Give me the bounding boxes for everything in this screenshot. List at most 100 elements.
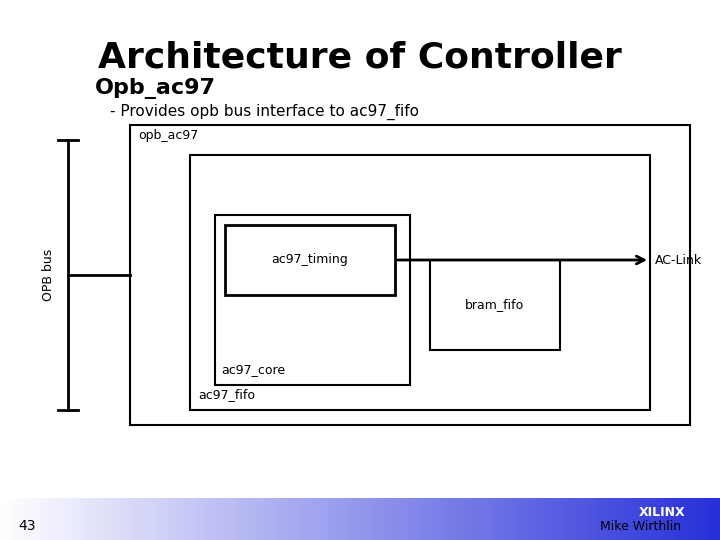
Bar bbox=[655, 498, 660, 540]
Bar bbox=[176, 498, 181, 540]
Bar bbox=[601, 498, 606, 540]
Bar bbox=[225, 225, 395, 295]
Bar bbox=[288, 498, 292, 540]
Bar bbox=[58, 498, 62, 540]
Text: Mike Wirthlin: Mike Wirthlin bbox=[600, 519, 681, 532]
Bar bbox=[234, 498, 238, 540]
Bar bbox=[367, 498, 372, 540]
Bar bbox=[418, 498, 422, 540]
Bar bbox=[576, 498, 580, 540]
Bar bbox=[216, 498, 220, 540]
Bar bbox=[551, 498, 555, 540]
Bar bbox=[295, 498, 300, 540]
Bar bbox=[86, 498, 91, 540]
Bar bbox=[616, 498, 620, 540]
Bar bbox=[374, 498, 379, 540]
Text: Architecture of Controller: Architecture of Controller bbox=[98, 40, 622, 74]
Text: ac97_fifo: ac97_fifo bbox=[198, 388, 255, 401]
Bar bbox=[430, 260, 560, 350]
Bar bbox=[90, 498, 94, 540]
Bar bbox=[65, 498, 69, 540]
Bar bbox=[43, 498, 48, 540]
Bar bbox=[263, 498, 267, 540]
Bar bbox=[97, 498, 102, 540]
Bar bbox=[130, 498, 134, 540]
Bar bbox=[40, 498, 44, 540]
Bar bbox=[490, 498, 494, 540]
Bar bbox=[223, 498, 228, 540]
Bar bbox=[695, 498, 699, 540]
Bar bbox=[166, 498, 170, 540]
Bar bbox=[227, 498, 231, 540]
Bar bbox=[421, 498, 426, 540]
Bar bbox=[389, 498, 393, 540]
Bar bbox=[187, 498, 192, 540]
Bar bbox=[184, 498, 188, 540]
Bar bbox=[79, 498, 84, 540]
Bar bbox=[619, 498, 624, 540]
Bar bbox=[691, 498, 696, 540]
Bar bbox=[364, 498, 368, 540]
Bar bbox=[238, 498, 242, 540]
Bar bbox=[205, 498, 210, 540]
Bar bbox=[533, 498, 537, 540]
Bar bbox=[47, 498, 51, 540]
Bar bbox=[115, 498, 120, 540]
Bar bbox=[360, 498, 364, 540]
Bar bbox=[580, 498, 584, 540]
Bar bbox=[634, 498, 638, 540]
Bar bbox=[338, 498, 343, 540]
Bar bbox=[400, 498, 404, 540]
Bar bbox=[173, 498, 177, 540]
Bar bbox=[562, 498, 566, 540]
Text: Opb_ac97: Opb_ac97 bbox=[95, 78, 216, 99]
Bar bbox=[346, 498, 350, 540]
Bar bbox=[439, 498, 444, 540]
Bar bbox=[569, 498, 573, 540]
Bar bbox=[320, 498, 325, 540]
Bar bbox=[151, 498, 156, 540]
Bar bbox=[493, 498, 498, 540]
Bar bbox=[468, 498, 472, 540]
Bar bbox=[641, 498, 645, 540]
Bar bbox=[0, 498, 4, 540]
Bar bbox=[432, 498, 436, 540]
Bar bbox=[446, 498, 451, 540]
Bar bbox=[702, 498, 706, 540]
Bar bbox=[133, 498, 138, 540]
Bar bbox=[461, 498, 465, 540]
Bar bbox=[598, 498, 602, 540]
Bar bbox=[130, 125, 690, 425]
Bar bbox=[22, 498, 26, 540]
Bar bbox=[256, 498, 260, 540]
Bar bbox=[684, 498, 688, 540]
Bar bbox=[652, 498, 656, 540]
Text: AC-Link: AC-Link bbox=[655, 253, 702, 267]
Bar bbox=[504, 498, 508, 540]
Bar bbox=[212, 498, 217, 540]
Bar bbox=[230, 498, 235, 540]
Bar bbox=[108, 498, 112, 540]
Bar bbox=[4, 498, 8, 540]
Bar bbox=[137, 498, 141, 540]
Bar bbox=[396, 498, 400, 540]
Bar bbox=[349, 498, 354, 540]
Bar bbox=[112, 498, 116, 540]
Bar bbox=[248, 498, 253, 540]
Bar bbox=[659, 498, 663, 540]
Bar bbox=[382, 498, 386, 540]
Bar bbox=[140, 498, 145, 540]
Bar bbox=[637, 498, 642, 540]
Bar bbox=[698, 498, 703, 540]
Bar bbox=[540, 498, 544, 540]
Bar bbox=[558, 498, 562, 540]
Bar bbox=[623, 498, 627, 540]
Bar bbox=[194, 498, 199, 540]
Bar bbox=[648, 498, 652, 540]
Bar bbox=[371, 498, 375, 540]
Bar bbox=[608, 498, 613, 540]
Bar bbox=[590, 498, 595, 540]
Bar bbox=[554, 498, 559, 540]
Bar bbox=[529, 498, 534, 540]
Bar bbox=[180, 498, 184, 540]
